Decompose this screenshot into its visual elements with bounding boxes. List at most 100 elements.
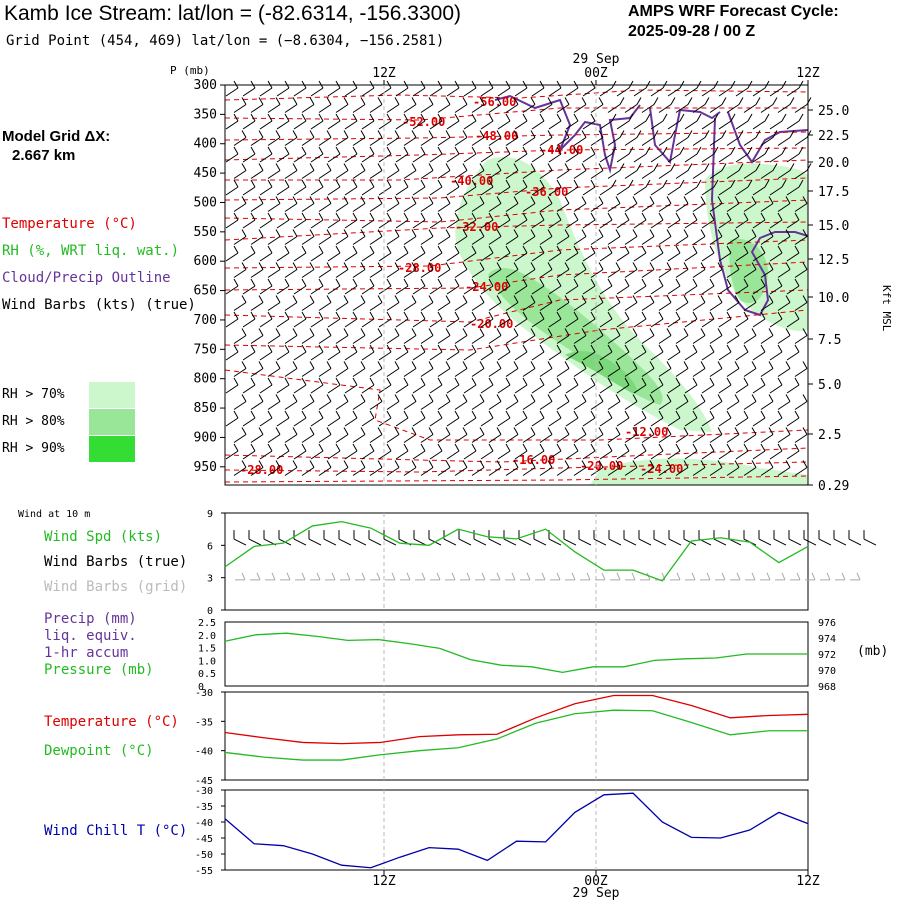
wind-barb [650, 278, 664, 295]
bottom-date-label: 29 Sep [573, 886, 620, 900]
wind-barb [548, 245, 562, 262]
wind-barb-true [338, 530, 352, 546]
isotherm-label: -20.00 [470, 317, 513, 331]
wind-barb [310, 311, 324, 328]
wind-barb [709, 229, 723, 245]
wind-barb [386, 460, 400, 476]
wind-barb [267, 196, 281, 212]
wind-barb [361, 311, 375, 328]
wind-barb [616, 80, 634, 97]
wind-barb [709, 427, 723, 443]
wind-barb [624, 328, 638, 344]
wind-barb-true [473, 530, 487, 546]
wind-barb-true [713, 530, 727, 546]
rh-swatch-90 [89, 436, 135, 462]
wind-barb [276, 113, 290, 130]
wind-barb [675, 97, 693, 113]
wind-barb [242, 443, 256, 460]
wind-barb [505, 229, 519, 245]
wind-barb [267, 460, 281, 476]
wind-y-tick-label: 9 [207, 509, 213, 520]
wind-barb [335, 262, 349, 278]
wind-barb-grid [235, 572, 246, 581]
wind-barb [429, 146, 443, 163]
wind-barb [573, 295, 587, 311]
wind-barb [412, 113, 426, 130]
wind-barb-grid [565, 572, 576, 581]
isotherm-line [225, 159, 809, 181]
wind-barb [735, 212, 749, 229]
wind-barb [735, 344, 749, 361]
wind-barb [361, 146, 375, 163]
wind-barb [514, 377, 528, 394]
wind-barb [488, 328, 502, 344]
legend-wind: Wind Barbs (kts) (true) [2, 297, 196, 313]
wind-barb [539, 262, 553, 278]
wind-barb [242, 113, 256, 130]
wind-barb [488, 394, 502, 410]
wind-barb-grid [850, 572, 861, 581]
wind-barb [233, 460, 247, 476]
wind-barb [582, 443, 596, 460]
wind-barb [403, 196, 417, 212]
wind-barb [327, 278, 341, 295]
wind-barb [454, 262, 468, 278]
wind-barb [437, 328, 451, 344]
wind-barb [760, 97, 778, 113]
wind-barb [650, 212, 664, 229]
label-liq-equiv: liq. equiv. [44, 628, 137, 644]
wind-barb [505, 361, 519, 377]
wind-barb [250, 262, 264, 278]
wind-barb [692, 427, 706, 443]
wind-barb [599, 245, 613, 262]
wind-barb [590, 295, 604, 311]
wind-barb [573, 361, 587, 377]
wind-barb [225, 245, 239, 262]
wind-barb [327, 80, 341, 97]
wind-barb [446, 113, 460, 130]
wind-barb [743, 163, 761, 179]
wind-barb [250, 97, 264, 113]
wind-barb [607, 295, 621, 311]
wind-barb [633, 146, 651, 163]
wind-barb [658, 196, 672, 212]
wind-barb [743, 361, 757, 377]
wind-barb [301, 394, 315, 410]
wind-barb [743, 262, 757, 278]
wind-barb [471, 295, 485, 311]
wind-barb [633, 344, 647, 361]
wind-barb [692, 229, 706, 245]
wind-barb [403, 295, 417, 311]
wind-panel-frame [224, 512, 809, 611]
wind-barb [395, 410, 409, 427]
wind-barb [726, 229, 740, 245]
wind-barb [769, 311, 783, 328]
wind-barb [327, 113, 341, 130]
wind-barb [556, 295, 570, 311]
wind-barb [352, 262, 366, 278]
wind-barb [650, 377, 664, 394]
wind-barb [752, 311, 766, 328]
wind-barb-true [758, 530, 772, 546]
height-tick-label: 7.5 [818, 333, 841, 348]
wind-barb-true [233, 530, 247, 546]
label-dewpoint: Dewpoint (°C) [44, 743, 154, 759]
wind-barb [633, 311, 647, 328]
wind-barb [293, 377, 307, 394]
wind-barb [718, 377, 732, 394]
wind-barb [395, 80, 409, 97]
wind-barb [293, 443, 307, 460]
wind-barb [378, 377, 392, 394]
wind-barb [607, 394, 621, 410]
pressure-tick-label: 750 [194, 342, 217, 357]
wind-barb [454, 229, 468, 245]
wind-barb [633, 410, 647, 427]
wind-barb [480, 212, 494, 229]
wind-barb [310, 443, 324, 460]
wind-barb [480, 179, 494, 196]
wind-barb [718, 311, 732, 328]
wind-barb [284, 130, 298, 146]
wind-barb [480, 410, 494, 427]
wind-barb-true [353, 530, 367, 546]
wind-barb [548, 377, 562, 394]
